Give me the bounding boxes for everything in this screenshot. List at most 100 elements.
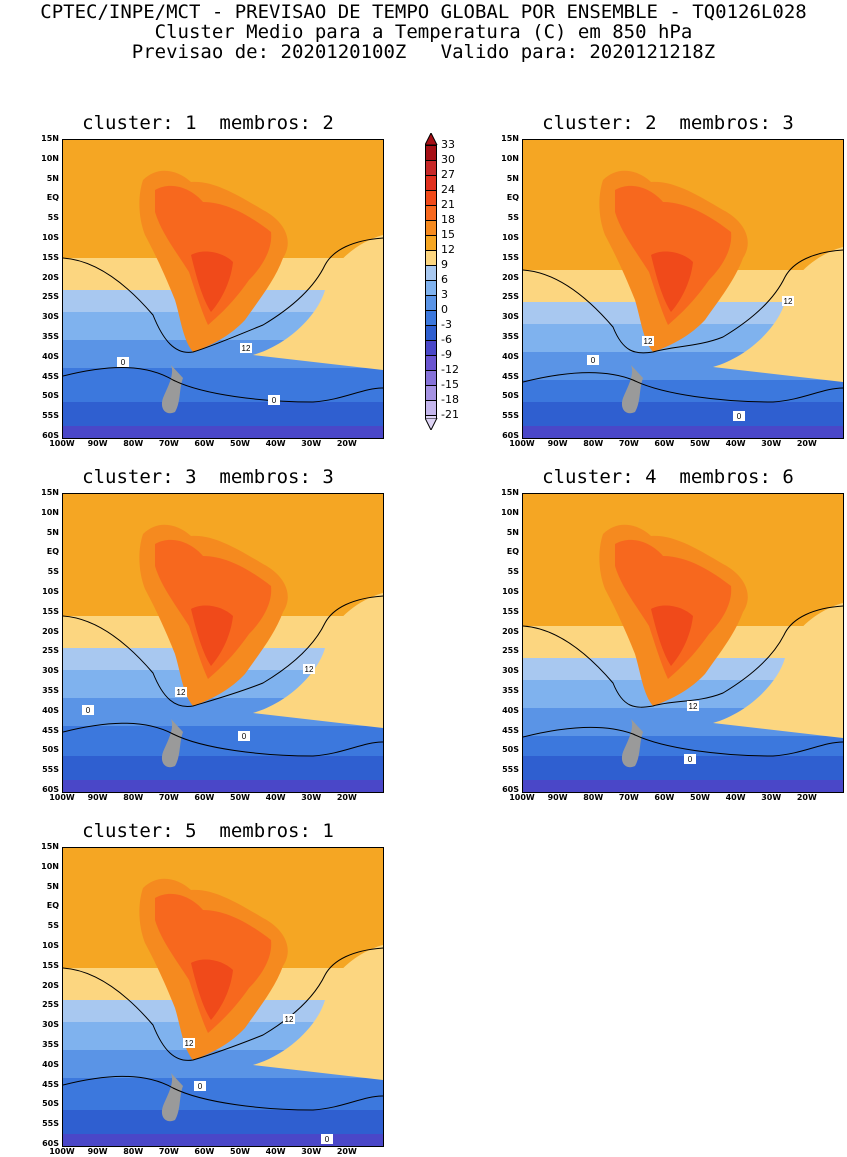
- patagonia-land: [161, 719, 183, 768]
- temperature-band: [63, 780, 383, 792]
- x-tick-label: 90W: [87, 793, 108, 802]
- x-tick-label: 60W: [654, 439, 675, 448]
- y-tick-label: 60S: [502, 785, 519, 794]
- temperature-map: 12 0 0: [63, 140, 383, 438]
- y-tick-label: 15S: [42, 960, 59, 970]
- continent-hottest-region: [191, 959, 233, 1020]
- y-tick-label: 30S: [42, 666, 59, 676]
- colorbar-label: -6: [441, 333, 452, 346]
- y-tick-label: 10S: [42, 941, 59, 950]
- x-tick-label: 70W: [158, 439, 179, 448]
- x-tick-label: 20W: [336, 439, 357, 448]
- y-tick-label: 15S: [42, 606, 59, 616]
- contour-label: 0: [194, 1081, 206, 1091]
- header-line-2: Cluster Medio para a Temperatura (C) em …: [154, 21, 693, 43]
- warm-tongue: [253, 945, 383, 1080]
- colorbar-label: 33: [441, 138, 455, 151]
- contour-label: 12: [283, 1014, 295, 1024]
- colorbar-label: -9: [441, 348, 452, 361]
- x-tick-label: 100W: [509, 439, 535, 448]
- y-tick-label: 25S: [502, 646, 519, 656]
- y-tick-label: 25S: [42, 646, 59, 656]
- svg-text:0: 0: [198, 1082, 203, 1091]
- svg-text:0: 0: [688, 755, 693, 764]
- x-tick-label: 20W: [336, 1147, 357, 1156]
- temperature-band: [63, 1134, 383, 1146]
- panel-title: cluster: 5 membros: 1: [82, 820, 334, 842]
- y-tick-label: 25S: [502, 292, 519, 302]
- temperature-band: [523, 380, 843, 402]
- y-tick-label: 45S: [42, 1079, 59, 1089]
- colorbar-swatch: [425, 415, 437, 418]
- colorbar-swatch: [425, 175, 437, 190]
- svg-text:12: 12: [689, 702, 698, 711]
- y-tick-label: 20S: [502, 626, 519, 636]
- temperature-band: [63, 726, 383, 756]
- contour-label: 0: [238, 731, 250, 741]
- x-tick-label: 50W: [690, 793, 710, 802]
- y-tick-label: 10N: [501, 507, 519, 517]
- y-tick-label: 30S: [502, 312, 519, 322]
- colorbar-swatch: [425, 280, 437, 295]
- colorbar-label: 21: [441, 198, 455, 211]
- y-tick-label: EQ: [506, 547, 519, 557]
- y-tick-label: 50S: [42, 391, 59, 401]
- warm-tongue: [253, 235, 383, 370]
- contour-12c: [523, 249, 843, 354]
- y-tick-label: 55S: [502, 411, 519, 421]
- y-tick-label: 10S: [502, 587, 519, 596]
- y-tick-label: 60S: [42, 431, 59, 440]
- y-tick-label: 60S: [42, 1139, 59, 1148]
- y-tick-label: 5S: [47, 567, 59, 577]
- y-tick-label: 35S: [42, 1040, 59, 1049]
- svg-text:0: 0: [737, 412, 742, 421]
- x-tick-label: 30W: [301, 793, 322, 802]
- x-tick-label: 90W: [547, 439, 568, 448]
- contour-12c: [63, 947, 383, 1061]
- y-tick-label: EQ: [46, 901, 59, 911]
- y-tick-label: 55S: [502, 765, 519, 775]
- y-tick-label: 10S: [502, 233, 519, 242]
- colorbar-swatch: [425, 250, 437, 265]
- contour-label: 0: [117, 357, 129, 367]
- svg-text:0: 0: [325, 1135, 330, 1144]
- y-tick-label: 15N: [501, 488, 519, 497]
- contour-0c: [63, 367, 383, 403]
- y-tick-label: 5N: [506, 527, 519, 537]
- x-tick-label: 30W: [761, 793, 782, 802]
- map-panel: 12 0: [522, 493, 844, 793]
- temperature-map: 12 12 0 0: [523, 140, 843, 438]
- contour-label: 12: [183, 1038, 195, 1048]
- colorbar-swatch: [425, 325, 437, 340]
- x-tick-label: 60W: [654, 793, 675, 802]
- y-tick-label: 30S: [42, 312, 59, 322]
- x-tick-label: 80W: [583, 793, 604, 802]
- svg-text:0: 0: [272, 396, 277, 405]
- y-tick-label: 15S: [502, 606, 519, 616]
- y-tick-label: 55S: [42, 765, 59, 775]
- x-tick-label: 70W: [618, 439, 639, 448]
- x-tick-label: 90W: [87, 1147, 108, 1156]
- y-tick-label: 40S: [502, 351, 519, 361]
- temperature-band: [63, 368, 383, 402]
- temperature-band: [523, 780, 843, 792]
- map-panel: 12 0 0: [62, 139, 384, 439]
- colorbar-label: -18: [441, 393, 459, 406]
- x-tick-label: 20W: [796, 439, 817, 448]
- x-tick-label: 90W: [547, 793, 568, 802]
- y-tick-label: 50S: [42, 745, 59, 755]
- map-panel: 12 12 0 0: [62, 847, 384, 1147]
- contour-0c: [63, 1075, 383, 1111]
- colorbar-label: 15: [441, 228, 455, 241]
- x-tick-label: 90W: [87, 439, 108, 448]
- continent-hottest-region: [651, 605, 693, 666]
- x-tick-label: 50W: [230, 439, 250, 448]
- x-tick-label: 40W: [265, 439, 286, 448]
- y-tick-label: 15N: [501, 134, 519, 143]
- temperature-band: [523, 426, 843, 438]
- colorbar-label: 24: [441, 183, 455, 196]
- colorbar-top-triangle: [425, 133, 438, 145]
- temperature-map: 12 0: [523, 494, 843, 792]
- y-tick-label: 15S: [502, 252, 519, 262]
- colorbar-swatch: [425, 220, 437, 235]
